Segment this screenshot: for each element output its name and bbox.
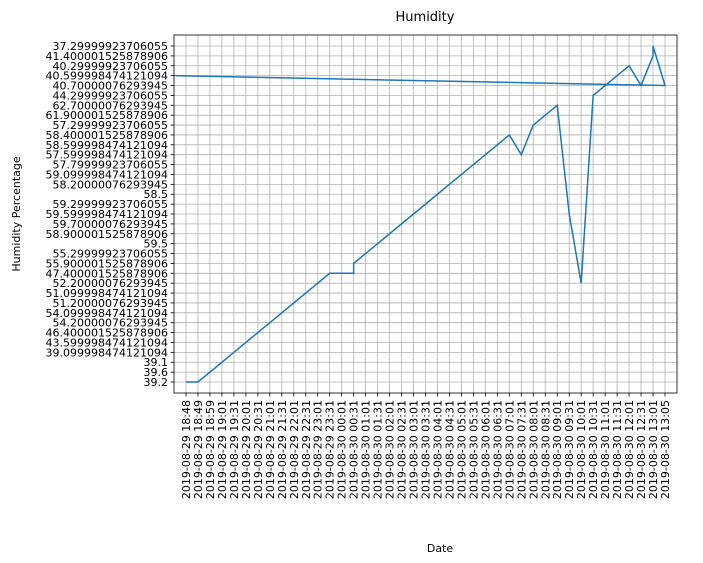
x-axis-label: Date — [427, 542, 454, 555]
y-tick-label: 51.099998474121094 — [46, 287, 168, 300]
y-tick-label: 59.70000076293945 — [53, 218, 168, 231]
y-tick-label: 46.400001525878906 — [46, 327, 168, 340]
x-tick-label: 2019-08-30 08:01 — [527, 400, 540, 499]
x-tick-label: 2019-08-30 11:01 — [599, 400, 612, 499]
y-tick-label: 40.599998474121094 — [46, 70, 168, 83]
y-tick-label: 52.20000076293945 — [53, 277, 168, 290]
x-tick-label: 2019-08-29 21:31 — [276, 400, 289, 499]
x-tick-label: 2019-08-30 07:01 — [503, 400, 516, 499]
y-tick-label: 43.599998474121094 — [46, 336, 168, 349]
y-tick-label: 39.099998474121094 — [46, 346, 168, 359]
x-tick-label: 2019-08-30 00:31 — [348, 400, 361, 499]
x-tick-label: 2019-08-30 02:31 — [396, 400, 409, 499]
x-tick-label: 2019-08-29 22:31 — [300, 400, 313, 499]
y-tick-label: 57.79999923706055 — [53, 159, 168, 172]
x-tick-label: 2019-08-30 05:01 — [455, 400, 468, 499]
x-tick-label: 2019-08-30 06:31 — [491, 400, 504, 499]
x-tick-label: 2019-08-30 13:01 — [647, 400, 660, 499]
x-tick-label: 2019-08-30 02:01 — [384, 400, 397, 499]
x-tick-label: 2019-08-30 07:31 — [515, 400, 528, 499]
plot-frame — [173, 34, 678, 394]
y-tick-label: 58.599998474121094 — [46, 139, 168, 152]
y-tick-label: 39.2 — [144, 376, 169, 389]
x-tick-label: 2019-08-29 23:01 — [312, 400, 325, 499]
y-tick-label: 59.5 — [144, 238, 169, 251]
x-tick-label: 2019-08-30 11:31 — [611, 400, 624, 499]
y-tick-label: 58.20000076293945 — [53, 178, 168, 191]
x-tick-label: 2019-08-30 12:01 — [623, 400, 636, 499]
x-tick-label: 2019-08-29 18:48 — [180, 400, 193, 499]
x-tick-label: 2019-08-30 01:01 — [360, 400, 373, 499]
y-tick-label: 58.400001525878906 — [46, 129, 168, 142]
y-tick-label: 58.900001525878906 — [46, 228, 168, 241]
x-tick-label: 2019-08-30 09:01 — [551, 400, 564, 499]
x-tick-label: 2019-08-30 00:01 — [336, 400, 349, 499]
x-tick-label: 2019-08-29 19:01 — [216, 400, 229, 499]
x-tick-label: 2019-08-29 19:31 — [228, 400, 241, 499]
y-tick-label: 39.1 — [144, 356, 169, 369]
x-tick-label: 2019-08-30 03:01 — [408, 400, 421, 499]
x-tick-label: 2019-08-30 09:31 — [563, 400, 576, 499]
y-tick-label: 57.599998474121094 — [46, 149, 168, 162]
x-tick-label: 2019-08-30 05:31 — [467, 400, 480, 499]
x-tick-label: 2019-08-30 04:01 — [431, 400, 444, 499]
x-tick-label: 2019-08-29 20:01 — [240, 400, 253, 499]
y-tick-label: 47.400001525878906 — [46, 267, 168, 280]
y-tick-label: 54.099998474121094 — [46, 307, 168, 320]
x-tick-label: 2019-08-29 18:59 — [204, 400, 217, 499]
x-tick-label: 2019-08-29 21:01 — [264, 400, 277, 499]
y-tick-label: 41.400001525878906 — [46, 50, 168, 63]
x-tick-label: 2019-08-30 10:31 — [587, 400, 600, 499]
y-tick-label: 54.20000076293945 — [53, 317, 168, 330]
data-line — [174, 45, 667, 383]
y-tick-label: 59.29999923706055 — [53, 198, 168, 211]
x-tick-label: 2019-08-30 10:01 — [575, 400, 588, 499]
x-tick-label: 2019-08-30 03:31 — [420, 400, 433, 499]
x-tick-label: 2019-08-29 20:31 — [252, 400, 265, 499]
x-tick-label: 2019-08-30 08:31 — [539, 400, 552, 499]
y-tick-label: 37.29999923706055 — [53, 40, 168, 53]
y-tick-label: 55.900001525878906 — [46, 257, 168, 270]
x-tick-label: 2019-08-30 12:31 — [635, 400, 648, 499]
y-tick-label: 39.6 — [144, 366, 169, 379]
y-tick-label: 44.29999923706055 — [53, 89, 168, 102]
y-tick-label: 59.599998474121094 — [46, 208, 168, 221]
y-tick-label: 40.29999923706055 — [53, 60, 168, 73]
chart-title: Humidity — [396, 10, 455, 25]
x-tick-label: 2019-08-30 06:01 — [479, 400, 492, 499]
y-tick-label: 51.20000076293945 — [53, 297, 168, 310]
x-tick-label: 2019-08-30 01:31 — [372, 400, 385, 499]
y-tick-label: 59.099998474121094 — [46, 168, 168, 181]
x-tick-label: 2019-08-29 18:49 — [192, 400, 205, 499]
y-tick-label: 40.70000076293945 — [53, 80, 168, 93]
x-tick-label: 2019-08-29 22:01 — [288, 400, 301, 499]
y-tick-label: 58.5 — [144, 188, 169, 201]
y-tick-label: 55.29999923706055 — [53, 248, 168, 261]
y-tick-label: 61.900001525878906 — [46, 109, 168, 122]
x-tick-label: 2019-08-30 13:05 — [659, 400, 672, 499]
x-tick-label: 2019-08-30 04:31 — [443, 400, 456, 499]
y-tick-label: 62.70000076293945 — [53, 99, 168, 112]
y-axis-label: Humidity Percentage — [10, 156, 23, 271]
x-tick-label: 2019-08-29 23:31 — [324, 400, 337, 499]
y-tick-label: 57.29999923706055 — [53, 119, 168, 132]
